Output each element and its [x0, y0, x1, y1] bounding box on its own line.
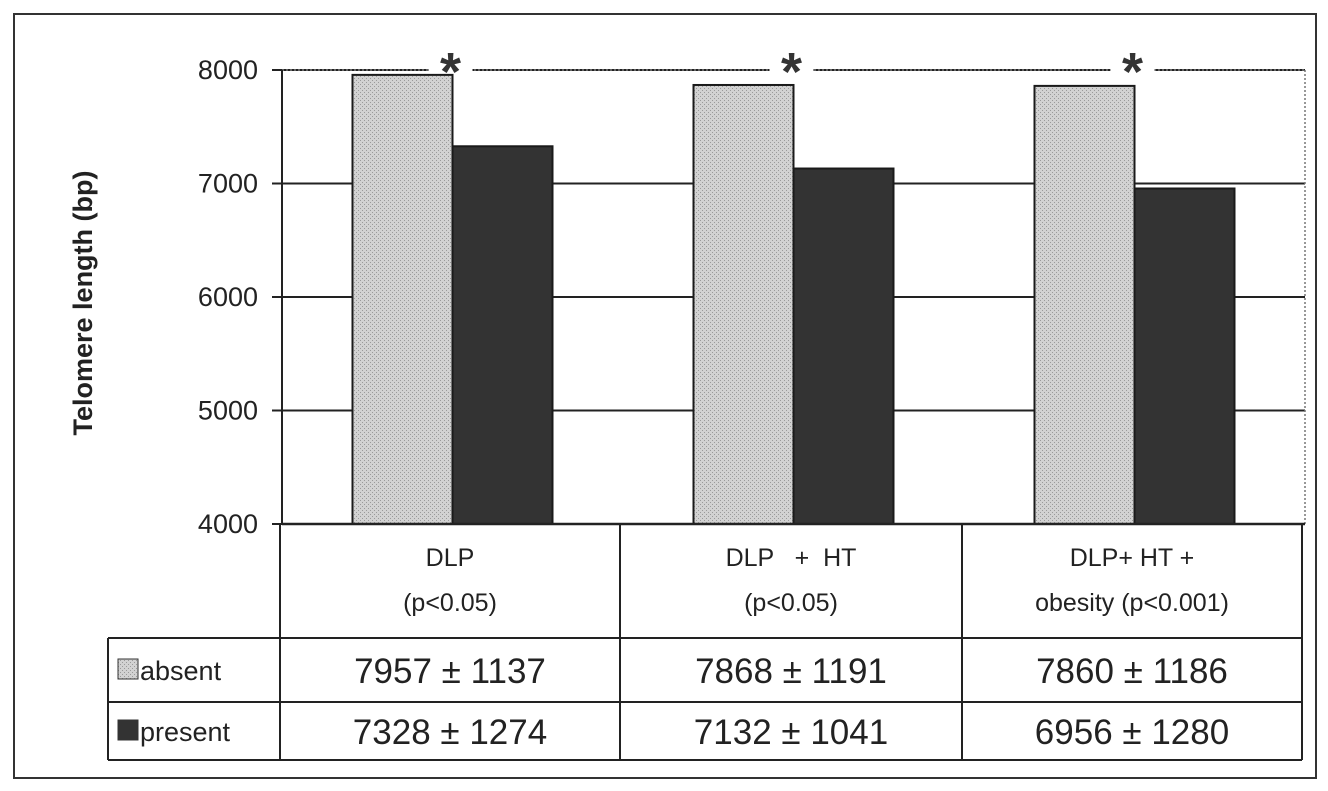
y-tick-label: 6000: [198, 282, 258, 312]
significance-bg: [769, 38, 814, 72]
table-cell: 7957 ± 1137: [354, 652, 546, 691]
category-label: DLP: [426, 544, 475, 572]
bar-absent-1: [351, 73, 454, 526]
category-label: DLP+ HT +: [1070, 544, 1195, 572]
category-label: (p<0.05): [403, 589, 497, 617]
bar-present-1: [451, 145, 554, 525]
legend-label-absent: absent: [140, 656, 222, 686]
y-tick-label: 5000: [198, 396, 258, 426]
significance-marker: *: [781, 42, 802, 102]
table-cell: 7860 ± 1186: [1036, 652, 1228, 691]
legend-swatch-present: [117, 719, 139, 741]
y-tick-label: 4000: [198, 509, 258, 539]
table-cell: 6956 ± 1280: [1035, 713, 1229, 752]
category-label: obesity (p<0.001): [1035, 589, 1229, 617]
legend-swatch-absent: [117, 658, 139, 680]
significance-marker: *: [1122, 42, 1143, 102]
significance-marker: *: [440, 42, 461, 102]
legend-label-present: present: [140, 717, 231, 747]
category-label: (p<0.05): [744, 589, 838, 617]
y-tick-label: 8000: [198, 55, 258, 85]
y-tick-label: 7000: [198, 169, 258, 199]
table-cell: 7328 ± 1274: [353, 713, 547, 752]
significance-bg: [1110, 38, 1155, 72]
bar-absent-3: [1033, 84, 1136, 525]
y-axis-label: Telomere length (bp): [68, 170, 98, 435]
bar-absent-2: [692, 83, 795, 526]
table-cell: 7132 ± 1041: [694, 713, 888, 752]
bar-present-3: [1133, 187, 1236, 526]
significance-bg: [428, 38, 473, 72]
category-label: DLP + HT: [726, 544, 857, 572]
bar-present-2: [792, 167, 895, 525]
table-cell: 7868 ± 1191: [695, 652, 887, 691]
